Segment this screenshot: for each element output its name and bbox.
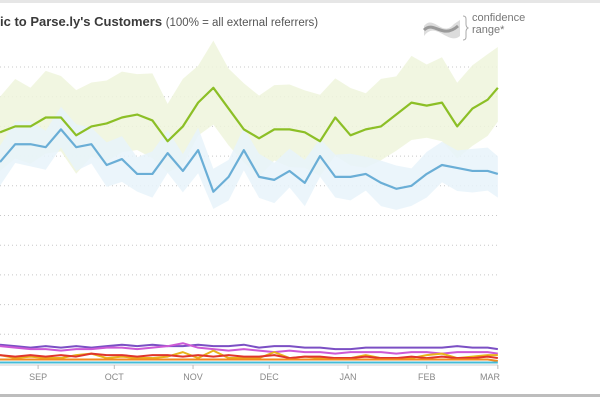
x-tick-label: DEC — [260, 372, 280, 382]
frame-top-border — [0, 0, 600, 3]
series-line — [0, 352, 498, 360]
x-tick-label: NOV — [183, 372, 203, 382]
x-tick-label: OCT — [105, 372, 125, 382]
chart-title-note: (100% = all external referrers) — [165, 17, 319, 29]
x-tick-label: SEP — [29, 372, 47, 382]
chart-title: ic to Parse.ly's Customers (100% = all e… — [0, 14, 318, 29]
legend-label-line2: range* — [472, 24, 505, 36]
chart-title-main: ic to Parse.ly's Customers — [0, 14, 163, 29]
x-tick-label: JAN — [339, 372, 356, 382]
series-line — [0, 128, 499, 193]
confidence-legend: confidence range* — [422, 12, 526, 42]
series-line — [0, 86, 499, 143]
x-tick-label: MAR — [480, 372, 501, 382]
legend-label-line1: confidence — [472, 12, 526, 24]
x-tick-label: FEB — [418, 372, 436, 382]
series-line — [0, 358, 498, 363]
confidence-range-icon — [422, 15, 470, 41]
series-line — [0, 342, 498, 355]
series-line — [0, 343, 498, 351]
frame-bottom-border — [0, 394, 600, 397]
